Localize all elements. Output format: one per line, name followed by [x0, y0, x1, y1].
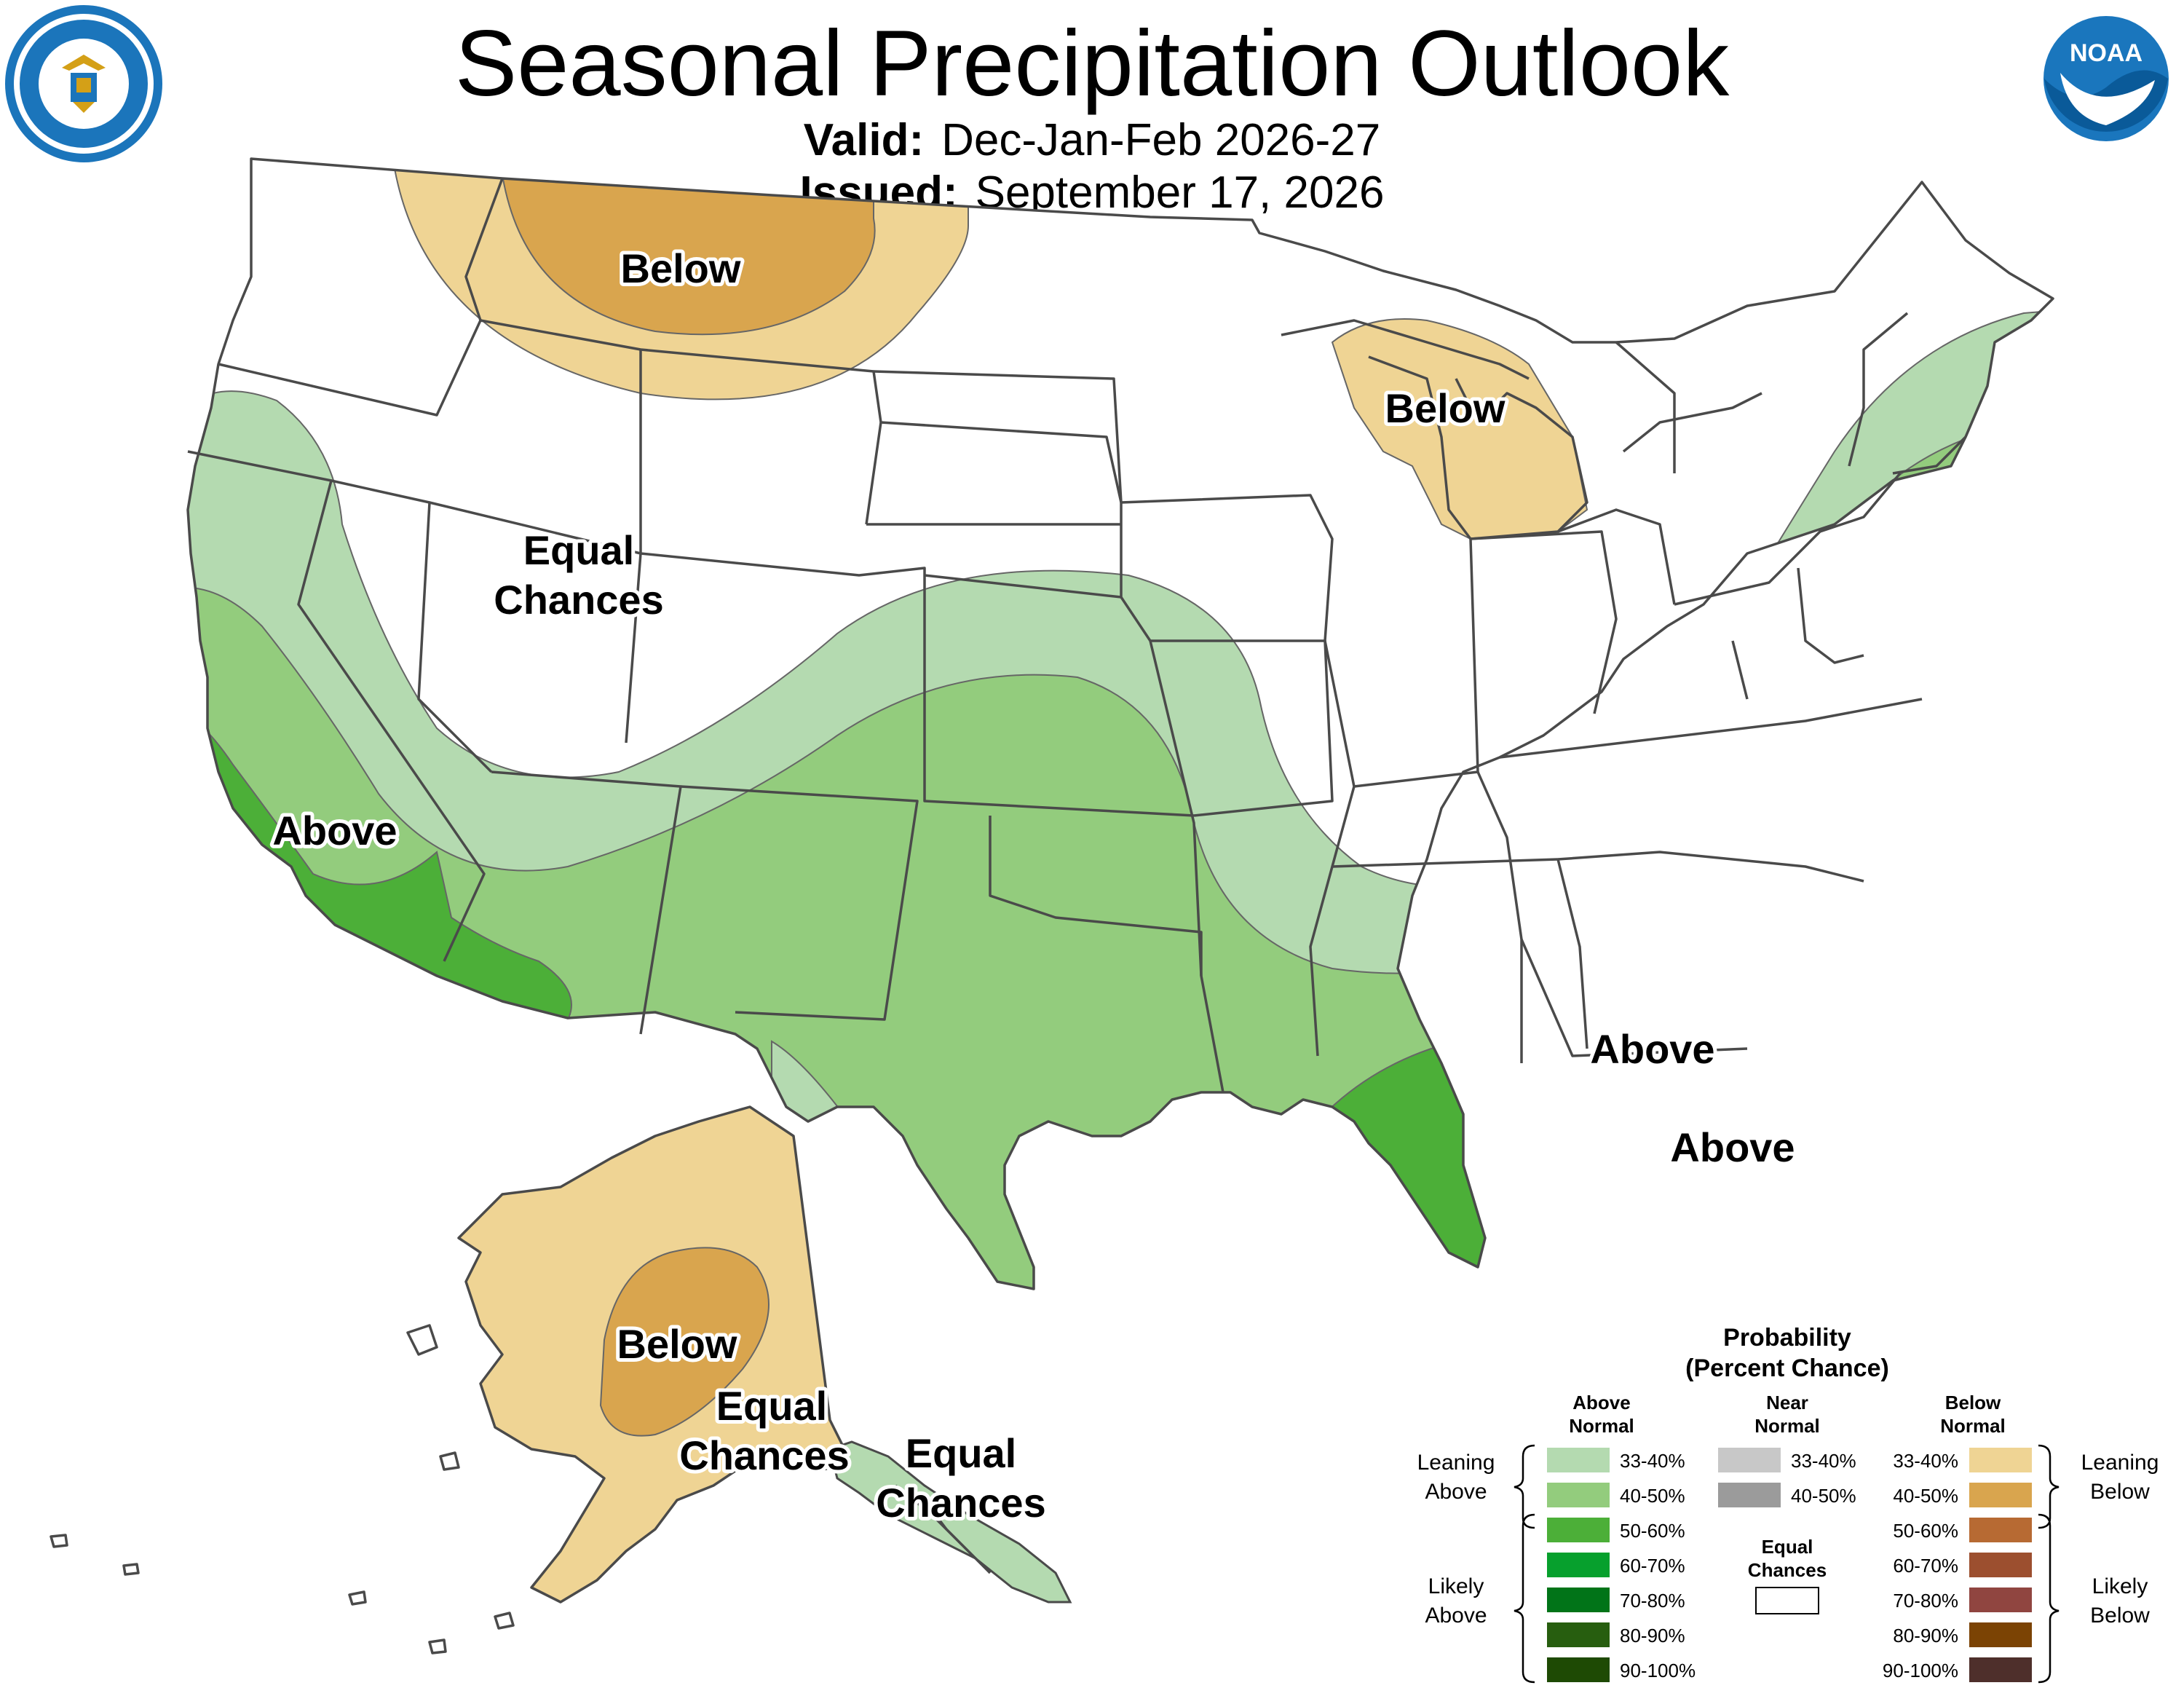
likely-below-label-2: Below [2090, 1604, 2150, 1628]
valid-value: Dec-Jan-Feb 2026-27 [941, 115, 1381, 165]
alaska-equal-panhandle-region [828, 1440, 1072, 1604]
equal-chances-swatch [1755, 1587, 1819, 1614]
below-swatch-6 [1969, 1622, 2032, 1647]
legend-below-swatches: 33-40% 40-50% 50-60% 60-70% 70-80% 80-90% 90-1… [1883, 1448, 2032, 1682]
issued-value: September 17, 2026 [975, 167, 1385, 218]
above-header-1: Above [1572, 1392, 1630, 1413]
valid-line: Valid: Dec-Jan-Feb 2026-27 [0, 115, 2184, 166]
legend-near-swatches: 33-40% 40-50% [1718, 1448, 1856, 1507]
above-swatch-7 [1547, 1657, 1610, 1682]
above-header-2: Normal [1569, 1415, 1634, 1437]
below-swatch-3 [1969, 1518, 2032, 1542]
above-swatch-5 [1547, 1588, 1610, 1612]
above-swatch-1 [1547, 1448, 1610, 1472]
above-range-1: 33-40% [1620, 1450, 1685, 1472]
great-lakes-below-label: Below [1385, 385, 1506, 431]
near-swatch-2 [1718, 1483, 1781, 1507]
below-range-2: 40-50% [1893, 1485, 1958, 1507]
panhandle-equal-label-1: Equal [906, 1430, 1016, 1476]
below-range-5: 70-80% [1893, 1590, 1958, 1612]
likely-above-label-1: Likely [1428, 1574, 1484, 1598]
near-range-2: 40-50% [1791, 1485, 1856, 1507]
valid-label: Valid: [803, 115, 925, 165]
below-header-2: Normal [1940, 1415, 2006, 1437]
below-range-6: 80-90% [1893, 1625, 1958, 1646]
above-swatch-6 [1547, 1622, 1610, 1647]
below-swatch-7 [1969, 1657, 2032, 1682]
below-range-4: 60-70% [1893, 1555, 1958, 1577]
near-header-2: Normal [1754, 1415, 1820, 1437]
above-swatch-2 [1547, 1483, 1610, 1507]
west-equal-label-2: Chances [494, 577, 663, 623]
below-swatch-5 [1969, 1588, 2032, 1612]
alaska-below-label: Below [617, 1321, 737, 1367]
below-swatch-2 [1969, 1483, 2032, 1507]
below-range-7: 90-100% [1883, 1660, 1958, 1681]
probability-legend: Probability (Percent Chance) Above Norma… [1417, 1324, 2159, 1684]
above-range-5: 70-80% [1620, 1590, 1685, 1612]
above-swatch-3 [1547, 1518, 1610, 1542]
map-labels: Below Below Equal Chances Above Above Ab… [269, 242, 1798, 1529]
legend-above-swatches: 33-40% 40-50% 50-60% 60-70% 70-80% 80-90% 90-1… [1547, 1448, 1696, 1682]
below-40-50-alaska-region [599, 1247, 769, 1437]
above-range-2: 40-50% [1620, 1485, 1685, 1507]
california-above-label: Above [272, 808, 397, 853]
below-header-1: Below [1945, 1392, 2001, 1413]
leaning-below-label-1: Leaning [2081, 1451, 2159, 1475]
likely-below-label-1: Likely [2092, 1574, 2148, 1598]
west-equal-label-1: Equal [523, 527, 634, 573]
above-70-80-region [1579, 902, 2053, 1289]
likely-above-brace [1514, 1513, 1535, 1684]
legend-title-2: (Percent Chance) [1685, 1354, 1889, 1382]
department-of-commerce-seal-icon [5, 5, 162, 162]
alaska-map [50, 1105, 1072, 1655]
legend-title-1: Probability [1723, 1324, 1851, 1352]
below-range-3: 50-60% [1893, 1520, 1958, 1542]
likely-below-brace [2038, 1513, 2060, 1684]
above-50-60-florida-region [1600, 1076, 1894, 1289]
equal-chances-label-1: Equal [1762, 1536, 1813, 1558]
above-range-6: 80-90% [1620, 1625, 1685, 1646]
north-plains-below-label: Below [621, 245, 741, 291]
leaning-below-label-2: Below [2090, 1480, 2150, 1504]
leaning-above-label-1: Leaning [1417, 1451, 1495, 1475]
leaning-above-label-2: Above [1425, 1480, 1487, 1504]
likely-above-label-2: Above [1425, 1604, 1487, 1628]
page-title: Seasonal Precipitation Outlook [454, 12, 1730, 116]
noaa-logo-text: NOAA [2070, 39, 2143, 67]
alaska-equal-label-2: Chances [679, 1432, 849, 1478]
near-range-1: 33-40% [1791, 1450, 1856, 1472]
near-header-1: Near [1766, 1392, 1808, 1413]
florida-above-label: Above [1670, 1124, 1795, 1170]
above-range-3: 50-60% [1620, 1520, 1685, 1542]
below-swatch-1 [1969, 1448, 2032, 1472]
above-range-4: 60-70% [1620, 1555, 1685, 1577]
panhandle-equal-label-2: Chances [876, 1480, 1045, 1526]
conus-map [186, 157, 2054, 1290]
below-range-1: 33-40% [1893, 1450, 1958, 1472]
near-swatch-1 [1718, 1448, 1781, 1472]
above-swatch-4 [1547, 1553, 1610, 1577]
above-range-7: 90-100% [1620, 1660, 1696, 1681]
below-swatch-4 [1969, 1553, 2032, 1577]
equal-chances-label-2: Chances [1748, 1559, 1827, 1581]
alaska-equal-label-1: Equal [716, 1383, 827, 1429]
southeast-above-label: Above [1590, 1026, 1714, 1072]
noaa-logo-icon: NOAA [2043, 16, 2169, 141]
